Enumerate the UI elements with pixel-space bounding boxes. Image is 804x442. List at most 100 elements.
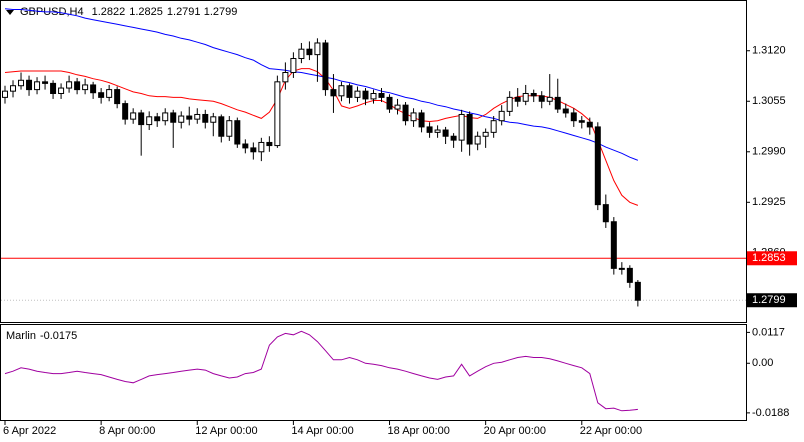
candle-body (610, 221, 617, 269)
ohlc-high: 1.2825 (129, 6, 163, 18)
candle-body (442, 129, 449, 137)
candle-body (634, 281, 641, 301)
candle-body (154, 116, 161, 122)
candle-body (210, 116, 217, 123)
candle-body (170, 112, 177, 123)
candle-body (346, 85, 353, 98)
y-tick-label: 0.0117 (752, 326, 785, 338)
candle-body (450, 135, 457, 141)
candle-body (106, 89, 113, 98)
candle-body (530, 92, 537, 97)
indicator-title: Marlin (6, 330, 36, 342)
indicator-line (4, 330, 638, 412)
ohlc-low: 1.2791 (167, 6, 201, 18)
candle-body (186, 115, 193, 120)
candle-body (514, 96, 521, 102)
y-tick-label: 1.2925 (752, 196, 786, 208)
y-tick-label: 1.3120 (752, 45, 786, 57)
candle-body (226, 120, 233, 137)
candle-body (146, 116, 153, 126)
candle-body (282, 72, 289, 83)
bid-box (747, 293, 797, 308)
candle-body (26, 79, 33, 91)
candle-body (594, 126, 601, 206)
candle-body (98, 92, 105, 98)
candle-body (538, 95, 545, 102)
candle-body (74, 81, 81, 91)
ohlc-close: 1.2799 (204, 6, 238, 18)
candle-body (234, 120, 241, 145)
main-pane (0, 0, 747, 323)
candle-body (602, 204, 609, 223)
candle-body (50, 82, 57, 94)
candle-body (10, 85, 17, 92)
candle-body (338, 85, 345, 97)
candle-body (370, 92, 377, 100)
candle-body (290, 58, 297, 74)
indicator-pane (0, 324, 747, 421)
x-tick-label: 8 Apr 00:00 (99, 425, 155, 437)
price-level-box (747, 251, 797, 266)
y-tick-label: 1.2990 (752, 146, 786, 158)
candle-body (258, 141, 265, 153)
candle-body (242, 143, 249, 149)
candle-body (410, 112, 417, 122)
candle-body (458, 113, 465, 141)
candle-body (66, 81, 73, 89)
candle-body (250, 147, 257, 153)
x-tick-label: 20 Apr 00:00 (484, 425, 546, 437)
candle-body (18, 79, 25, 87)
x-tick-label: 12 Apr 00:00 (195, 425, 257, 437)
candle-body (274, 81, 281, 147)
candle-body (90, 84, 97, 94)
y-tick-label: 0.00 (752, 357, 773, 369)
candle-body (474, 135, 481, 145)
candle-body (162, 112, 169, 122)
candle-body (466, 113, 473, 145)
candle-body (394, 104, 401, 110)
candle-body (194, 113, 201, 120)
candle-body (266, 141, 273, 147)
price-level-label: 1.2853 (752, 252, 786, 264)
candle-body (298, 48, 305, 60)
candle-body (130, 112, 137, 120)
moving-average (4, 8, 639, 161)
y-tick-label: -0.0188 (752, 407, 789, 419)
candle-body (578, 120, 585, 123)
candle-body (402, 104, 409, 122)
candle-body (122, 103, 129, 120)
candle-body (562, 108, 569, 114)
ohlc-open: 1.2822 (92, 6, 126, 18)
candle-body (138, 112, 145, 126)
candle-body (554, 96, 561, 110)
candle-body (2, 90, 9, 98)
candle-body (586, 121, 593, 128)
y-tick-label: 1.3055 (752, 95, 786, 107)
candle-body (434, 129, 441, 133)
menu-arrow[interactable] (6, 10, 14, 15)
candle-body (618, 267, 625, 270)
candle-body (546, 96, 553, 102)
x-tick-label: 22 Apr 00:00 (580, 425, 642, 437)
candle-body (482, 131, 489, 137)
candle-body (218, 116, 225, 137)
candle-body (506, 96, 513, 112)
candle-body (314, 42, 321, 56)
candle-body (306, 48, 313, 56)
x-tick-label: 6 Apr 2022 (3, 425, 56, 437)
candle-body (418, 112, 425, 128)
candle-body (498, 110, 505, 122)
bid-label: 1.2799 (752, 294, 786, 306)
candle-body (42, 81, 49, 84)
candle-body (322, 42, 329, 91)
candle-body (386, 96, 393, 110)
candle-body (114, 89, 121, 105)
x-tick-label: 18 Apr 00:00 (388, 425, 450, 437)
candle-body (354, 90, 361, 98)
candle-body (34, 81, 41, 91)
indicator-value: -0.0175 (40, 330, 77, 342)
indicator-header: Marlin -0.0175 (6, 330, 77, 342)
candle-body (522, 92, 529, 102)
candle-body (202, 113, 209, 123)
